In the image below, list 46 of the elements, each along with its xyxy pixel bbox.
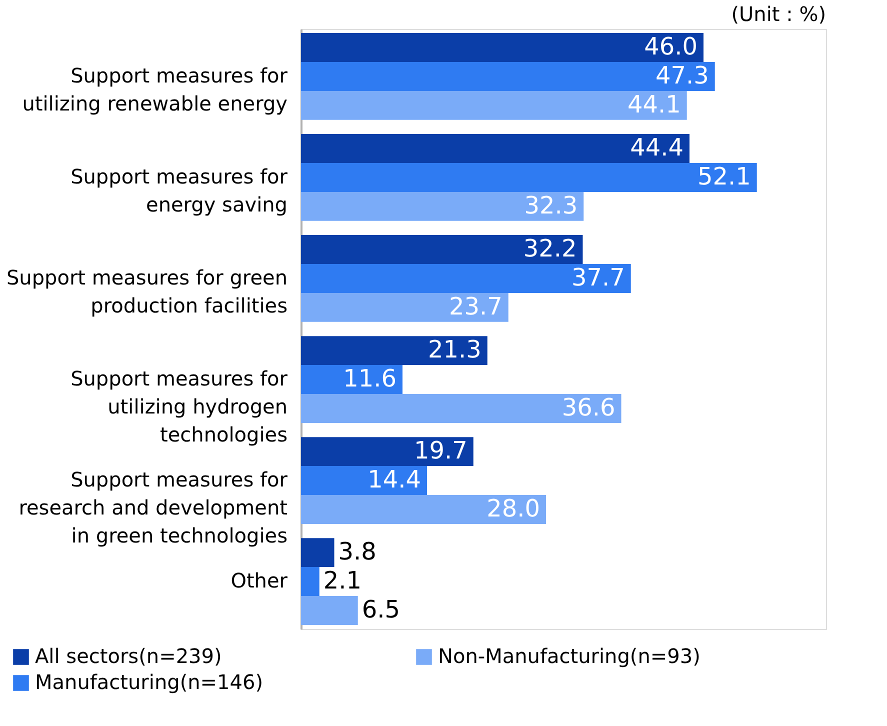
y-tick-label: Support measures for energy saving <box>70 164 288 216</box>
data-label: 32.2 <box>523 234 577 263</box>
bar <box>301 365 402 394</box>
bar <box>301 90 687 120</box>
bar <box>301 33 704 62</box>
bar <box>301 134 690 164</box>
bar <box>301 163 757 192</box>
data-label: 46.0 <box>644 32 698 61</box>
bar <box>301 336 488 366</box>
data-label: 47.3 <box>655 61 709 90</box>
data-label: 14.4 <box>368 466 421 494</box>
data-label: 21.3 <box>428 336 482 364</box>
data-label: 23.7 <box>448 292 502 320</box>
y-tick-label: Other <box>230 568 288 593</box>
y-tick-label: Support measures for utilizing hydrogen technologies <box>70 366 288 447</box>
data-label: 3.8 <box>338 538 376 566</box>
bar <box>301 292 508 322</box>
legend-label: All sectors(n=239) <box>35 644 222 668</box>
legend-label: Non-Manufacturing(n=93) <box>438 644 700 668</box>
text: (Unit : %) <box>731 2 826 26</box>
data-label: 37.7 <box>571 263 625 292</box>
bar <box>301 394 622 423</box>
bar <box>301 567 320 596</box>
bar <box>301 235 583 264</box>
data-label: 19.7 <box>414 436 468 465</box>
data-label: 11.6 <box>343 364 396 393</box>
data-label: 44.1 <box>627 90 681 118</box>
data-label: 52.1 <box>697 162 751 190</box>
data-label: 6.5 <box>362 595 400 624</box>
bar <box>301 264 631 293</box>
bar <box>301 62 715 91</box>
data-label: 2.1 <box>323 566 362 595</box>
data-label: 44.4 <box>630 134 684 162</box>
bar <box>301 596 358 625</box>
bar <box>301 466 427 495</box>
data-label: 28.0 <box>486 494 540 522</box>
y-tick-label: Support measures for research and development in green technologies <box>18 468 288 548</box>
data-label: 32.3 <box>524 191 578 220</box>
bar <box>301 437 474 466</box>
data-label: 36.6 <box>562 393 616 422</box>
legend-label: Manufacturing(n=146) <box>35 670 264 694</box>
bar <box>301 192 584 221</box>
y-tick-label: Support measures for utilizing renewable energy <box>22 63 288 116</box>
bar <box>301 538 334 568</box>
bar <box>301 494 546 524</box>
y-tick-label: Support measures for green production facilities <box>6 265 288 318</box>
